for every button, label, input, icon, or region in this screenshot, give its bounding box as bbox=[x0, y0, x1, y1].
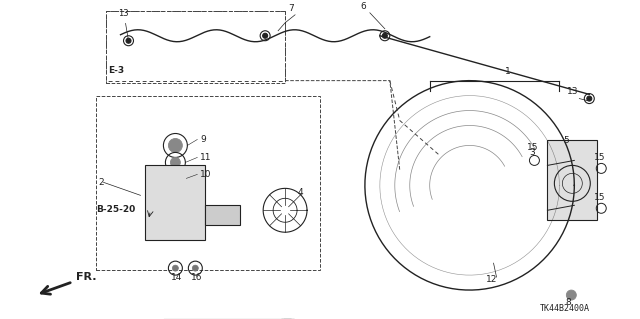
Text: 16: 16 bbox=[191, 273, 203, 282]
Text: 1: 1 bbox=[504, 67, 510, 76]
Text: 8: 8 bbox=[565, 298, 571, 307]
Circle shape bbox=[170, 158, 180, 167]
Text: TK44B2400A: TK44B2400A bbox=[540, 304, 589, 313]
Circle shape bbox=[193, 265, 198, 271]
Text: 15: 15 bbox=[595, 193, 606, 202]
Text: 15: 15 bbox=[595, 153, 606, 162]
Circle shape bbox=[566, 290, 577, 300]
Bar bbox=[106, 11, 285, 83]
Text: E-3: E-3 bbox=[109, 66, 125, 75]
Circle shape bbox=[126, 38, 131, 43]
Circle shape bbox=[262, 33, 268, 38]
Text: 10: 10 bbox=[200, 170, 212, 179]
Circle shape bbox=[587, 96, 592, 101]
Text: 14: 14 bbox=[172, 273, 183, 282]
Text: FR.: FR. bbox=[42, 272, 96, 294]
Text: 3: 3 bbox=[529, 148, 535, 158]
Circle shape bbox=[172, 265, 179, 271]
Text: 6: 6 bbox=[360, 2, 365, 11]
Text: 7: 7 bbox=[288, 4, 294, 13]
Text: 11: 11 bbox=[200, 153, 212, 162]
Bar bbox=[205, 205, 240, 225]
Bar bbox=[145, 166, 205, 240]
Text: 9: 9 bbox=[200, 136, 206, 145]
Text: 2: 2 bbox=[99, 178, 104, 187]
Text: 12: 12 bbox=[486, 275, 497, 284]
Text: 5: 5 bbox=[563, 137, 569, 145]
Text: 15: 15 bbox=[527, 144, 539, 152]
Text: 4: 4 bbox=[298, 188, 304, 197]
Circle shape bbox=[170, 172, 181, 184]
Text: 13: 13 bbox=[118, 9, 129, 38]
Text: 13: 13 bbox=[567, 86, 579, 96]
Bar bbox=[95, 96, 320, 270]
Text: B-25-20: B-25-20 bbox=[97, 205, 136, 214]
Circle shape bbox=[168, 138, 182, 152]
Bar bbox=[547, 140, 597, 220]
Circle shape bbox=[382, 33, 387, 38]
